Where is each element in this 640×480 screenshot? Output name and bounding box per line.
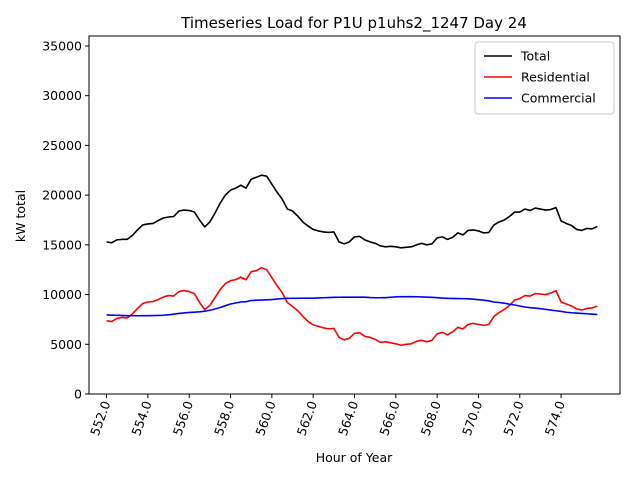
legend-label-commercial: Commercial bbox=[521, 91, 596, 106]
legend-label-total: Total bbox=[520, 49, 550, 64]
y-tick-label: 0 bbox=[74, 387, 82, 402]
y-tick-label: 5000 bbox=[50, 337, 82, 352]
x-axis-label: Hour of Year bbox=[316, 450, 393, 465]
y-axis-label: kW total bbox=[13, 190, 28, 242]
y-tick-label: 30000 bbox=[42, 88, 82, 103]
legend-label-residential: Residential bbox=[521, 70, 590, 85]
series-line-total bbox=[106, 174, 598, 249]
legend: Total Residential Commercial bbox=[474, 41, 615, 115]
y-tick-label: 35000 bbox=[42, 38, 82, 53]
series-line-residential bbox=[106, 266, 598, 347]
y-tick-label: 20000 bbox=[42, 188, 82, 203]
y-tick-label: 15000 bbox=[42, 237, 82, 252]
y-tick-label: 10000 bbox=[42, 287, 82, 302]
chart-title: Timeseries Load for P1U p1uhs2_1247 Day … bbox=[180, 14, 527, 33]
y-tick-label: 25000 bbox=[42, 138, 82, 153]
legend-frame bbox=[474, 41, 615, 115]
series-line-commercial bbox=[106, 295, 598, 317]
